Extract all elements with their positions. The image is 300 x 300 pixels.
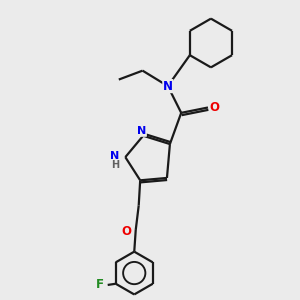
Text: H: H [111,160,119,170]
Text: N: N [137,126,146,136]
Text: N: N [163,80,173,93]
Text: N: N [110,151,120,160]
Text: O: O [209,101,220,114]
Text: O: O [122,225,132,238]
Text: F: F [96,278,104,291]
